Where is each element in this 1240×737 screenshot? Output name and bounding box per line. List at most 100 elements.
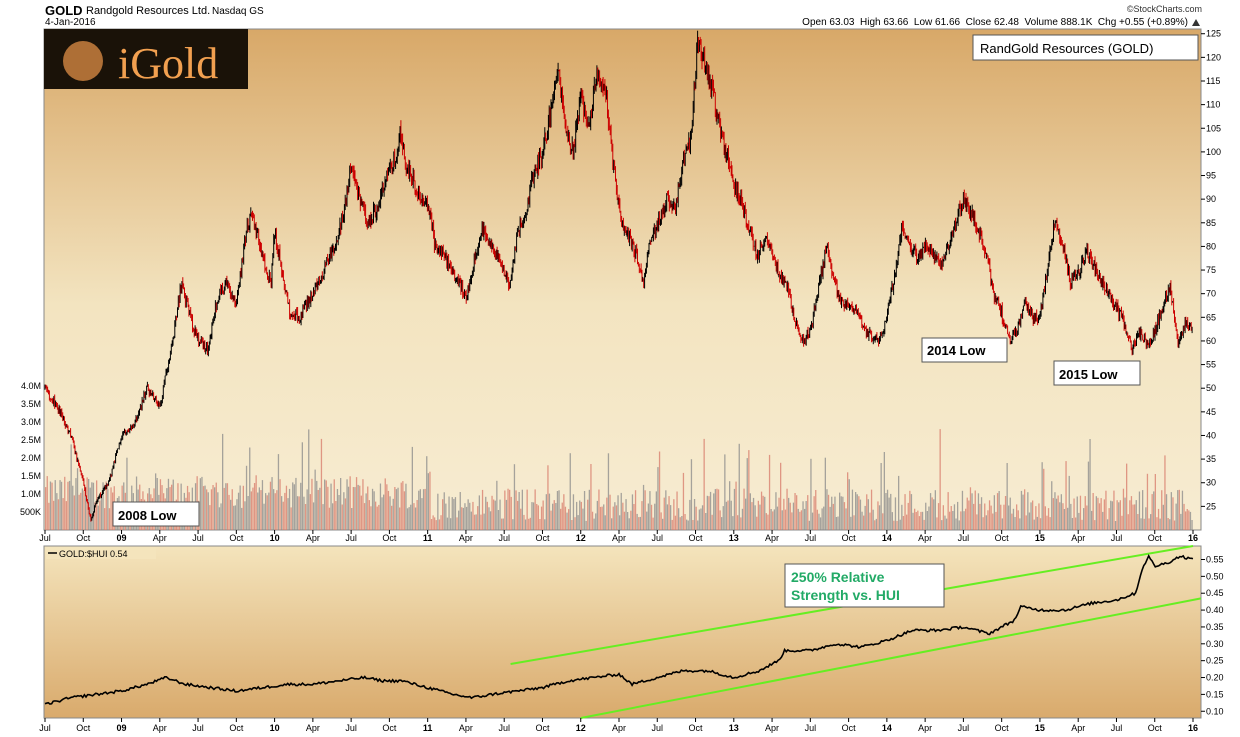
volume-bar [54, 480, 56, 530]
volume-bar [875, 518, 877, 530]
volume-bar [639, 516, 641, 530]
volume-bar [287, 498, 289, 530]
volume-bar [1143, 518, 1145, 530]
volume-bar [547, 465, 549, 530]
volume-bar [980, 497, 983, 530]
volume-bar [458, 510, 460, 530]
volume-bar [1118, 502, 1120, 530]
price-y-tick-label: 115 [1206, 76, 1220, 86]
volume-bar [67, 481, 69, 530]
volume-bar [518, 492, 520, 530]
volume-bar [48, 502, 50, 530]
volume-bar [258, 487, 260, 530]
volume-bar [615, 505, 618, 530]
x-tick-label: Oct [1148, 723, 1163, 733]
volume-bar [995, 511, 997, 530]
volume-bar [344, 498, 347, 530]
volume-bar [693, 499, 696, 530]
volume-bar [451, 497, 453, 530]
volume-bar [808, 520, 810, 530]
volume-bar [309, 494, 311, 530]
volume-bar [650, 504, 653, 530]
volume-bar [775, 492, 777, 530]
volume-bar [988, 500, 991, 530]
x-tick-label: Oct [535, 723, 550, 733]
annotation-2015-low-box [1053, 360, 1141, 386]
volume-bar [296, 496, 299, 530]
volume-bar [768, 454, 771, 530]
volume-bar [437, 493, 439, 530]
volume-bar [1172, 497, 1174, 530]
x-tick-label: 09 [117, 723, 127, 733]
volume-y-tick-label: 3.0M [21, 417, 41, 427]
volume-bar [45, 487, 47, 530]
volume-bar [84, 486, 87, 530]
volume-bar [638, 517, 640, 530]
volume-bar [698, 509, 700, 530]
volume-bar [335, 501, 337, 530]
volume-bar [819, 517, 822, 530]
price-y-tick-label: 90 [1206, 194, 1216, 204]
volume-bar [242, 485, 244, 530]
volume-bar [349, 476, 351, 530]
volume-bar [571, 520, 573, 530]
volume-bar [459, 492, 461, 530]
volume-bar [1079, 495, 1082, 530]
volume-bar [676, 491, 678, 530]
volume-bar [906, 514, 908, 530]
annotation-relative-strength: 250% Relative Strength vs. HUI [784, 563, 945, 608]
volume-bar [888, 497, 890, 530]
volume-bar [867, 499, 869, 530]
volume-bar [1035, 506, 1037, 530]
volume-bar [389, 496, 391, 530]
volume-bar [233, 505, 235, 530]
volume-bar [1105, 490, 1107, 530]
x-tick-label: 16 [1188, 723, 1198, 733]
volume-bar [1157, 508, 1160, 530]
volume-bar [1032, 500, 1034, 530]
volume-bar [320, 438, 323, 530]
volume-bar [1017, 510, 1019, 530]
volume-bar [987, 510, 989, 530]
annotation-2008-low-box [112, 501, 200, 527]
volume-bar [925, 502, 927, 530]
volume-bar [979, 503, 981, 530]
volume-bar [601, 506, 603, 530]
volume-bar [438, 519, 441, 530]
volume-bar [1073, 498, 1075, 530]
volume-bar [690, 459, 693, 530]
volume-bar [1102, 511, 1104, 530]
volume-bar [461, 507, 463, 530]
volume-bar [311, 478, 313, 530]
volume-bar [776, 506, 779, 530]
x-tick-label: Jul [652, 533, 664, 543]
volume-bar [295, 477, 297, 530]
volume-bar [491, 495, 493, 530]
volume-bar [314, 469, 316, 530]
volume-bar [360, 495, 362, 530]
volume-bar [523, 514, 525, 530]
volume-bar [1022, 494, 1024, 530]
volume-bar [282, 501, 284, 530]
volume-bar [1106, 519, 1109, 530]
volume-bar [595, 513, 597, 530]
volume-bar [306, 489, 308, 530]
volume-bar [944, 515, 946, 530]
lower-channel-line [580, 597, 1202, 719]
volume-bar [325, 480, 327, 530]
volume-bar [941, 520, 943, 530]
volume-bar [800, 510, 803, 530]
volume-bar [1024, 489, 1026, 530]
volume-bar [56, 493, 58, 530]
volume-bar [778, 497, 780, 530]
ratio-y-tick-label: 0.35 [1206, 622, 1224, 632]
volume-bar [57, 499, 60, 530]
ratio-y-tick-label: 0.15 [1206, 689, 1224, 699]
x-tick-label: Oct [842, 533, 857, 543]
volume-bar [403, 491, 406, 530]
volume-bar [245, 465, 248, 530]
price-y-tick-label: 125 [1206, 29, 1221, 39]
x-tick-label: Apr [153, 533, 167, 543]
volume-bar [253, 483, 256, 530]
